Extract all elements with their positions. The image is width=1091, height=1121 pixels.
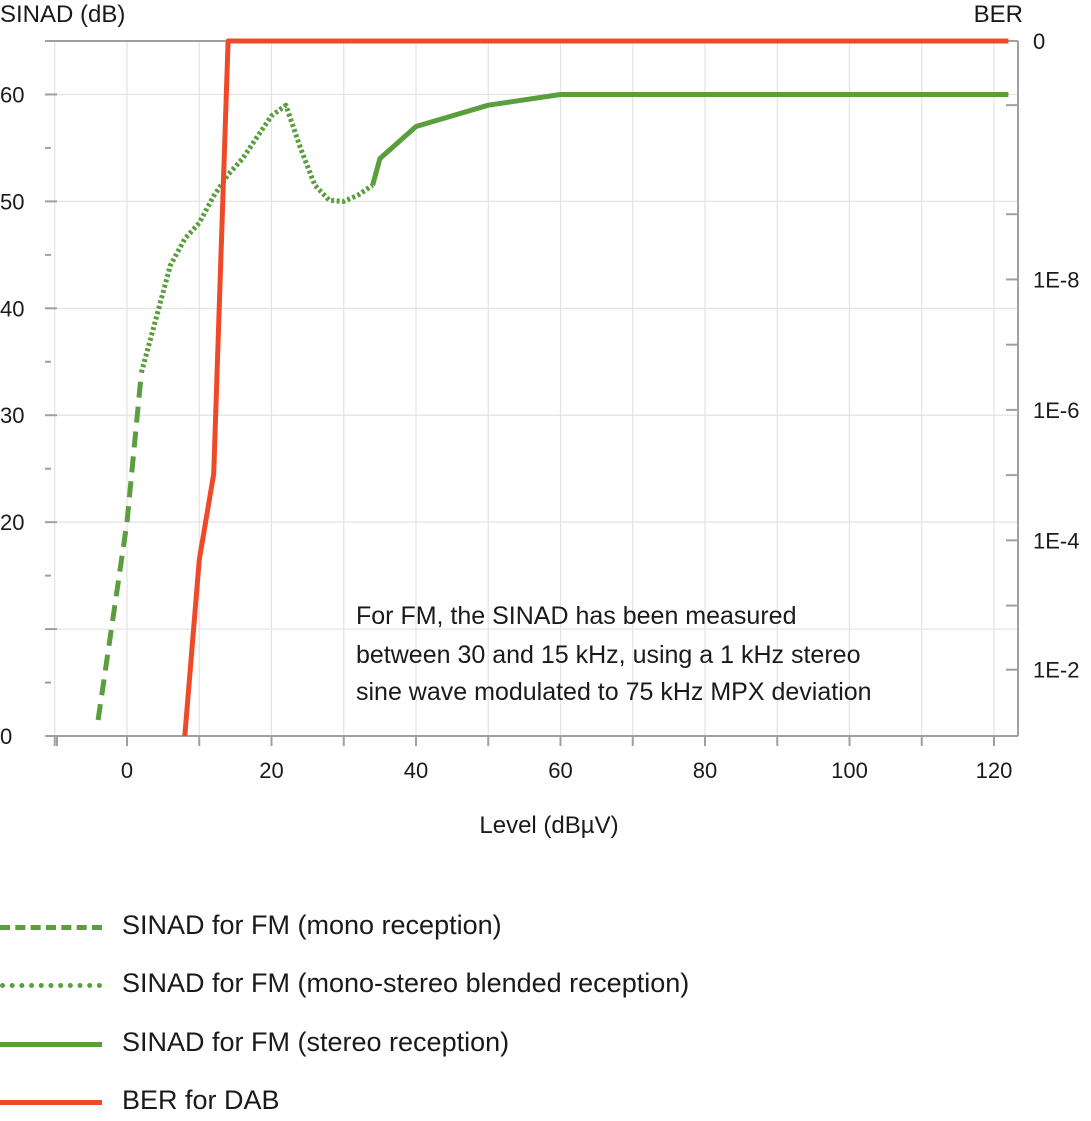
legend-swatch-stereo <box>0 1042 102 1047</box>
legend-swatch-ber <box>0 1100 102 1105</box>
annotation-line-2: between 30 and 15 kHz, using a 1 kHz ste… <box>356 641 860 669</box>
y-tick-label: 30 <box>0 403 24 428</box>
x-tick-label: 20 <box>259 758 283 783</box>
x-axis-title: Level (dBµV) <box>479 812 618 839</box>
series-fm-blended <box>138 102 374 374</box>
y-axis-title: SINAD (dB) <box>0 1 125 28</box>
annotation-line-3: sine wave modulated to 75 kHz MPX deviat… <box>356 678 872 706</box>
legend-item-mono: SINAD for FM (mono reception) <box>0 906 900 946</box>
x-tick-label: 60 <box>548 758 572 783</box>
y-tick-label: 20 <box>0 510 24 535</box>
axes: 0 20 40 60 80 100 120 0 20 30 40 50 60 0 1E-8 1E-6 1E-4 1… <box>0 29 1079 783</box>
y-tick-label: 40 <box>0 296 24 321</box>
legend-label-mono: SINAD for FM (mono reception) <box>122 910 502 940</box>
series-fm-mono <box>95 372 144 721</box>
legend-swatch-mono <box>0 925 102 930</box>
series-fm-stereo <box>370 92 1009 186</box>
y2-tick-label: 0 <box>1033 29 1045 54</box>
x-tick-label: 100 <box>831 758 868 783</box>
y2-axis-title: BER <box>974 1 1023 28</box>
y2-tick-label: 1E-8 <box>1033 267 1079 292</box>
x-tick-label: 80 <box>693 758 717 783</box>
y2-tick-label: 1E-2 <box>1033 658 1079 683</box>
y-tick-label: 60 <box>0 82 24 107</box>
y-tick-label: 50 <box>0 189 24 214</box>
series-dab-ber <box>182 38 1009 737</box>
legend-label-ber: BER for DAB <box>122 1085 280 1115</box>
legend-item-stereo: SINAD for FM (stereo reception) <box>0 1023 900 1063</box>
legend-item-ber: BER for DAB <box>0 1081 900 1121</box>
legend-label-blended: SINAD for FM (mono-stereo blended recept… <box>122 968 690 998</box>
x-tick-label: 40 <box>404 758 428 783</box>
annotation-line-1: For FM, the SINAD has been measured <box>356 602 796 630</box>
legend-label-stereo: SINAD for FM (stereo reception) <box>122 1027 510 1057</box>
x-tick-label: 0 <box>121 758 133 783</box>
x-tick-label: 120 <box>976 758 1013 783</box>
series-layer <box>95 38 1009 737</box>
legend-swatch-blended <box>0 983 102 988</box>
legend-item-blended: SINAD for FM (mono-stereo blended recept… <box>0 964 900 1004</box>
y-tick-label: 0 <box>0 724 12 749</box>
y2-tick-label: 1E-6 <box>1033 398 1079 423</box>
grid <box>45 41 1018 737</box>
y2-tick-label: 1E-4 <box>1033 528 1079 553</box>
chart: 0 20 40 60 80 100 120 0 20 30 40 50 60 0 1E-8 1E-6 1E-4 1… <box>0 1 1079 839</box>
